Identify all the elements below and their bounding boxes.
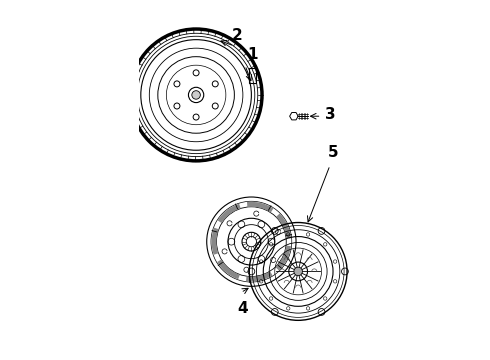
Text: 2: 2 <box>232 28 243 42</box>
Text: 1: 1 <box>247 47 258 62</box>
Circle shape <box>192 91 200 99</box>
Text: 5: 5 <box>328 145 339 160</box>
Text: 3: 3 <box>325 107 336 122</box>
Text: 4: 4 <box>238 301 248 316</box>
Circle shape <box>294 267 302 276</box>
FancyBboxPatch shape <box>249 68 256 84</box>
